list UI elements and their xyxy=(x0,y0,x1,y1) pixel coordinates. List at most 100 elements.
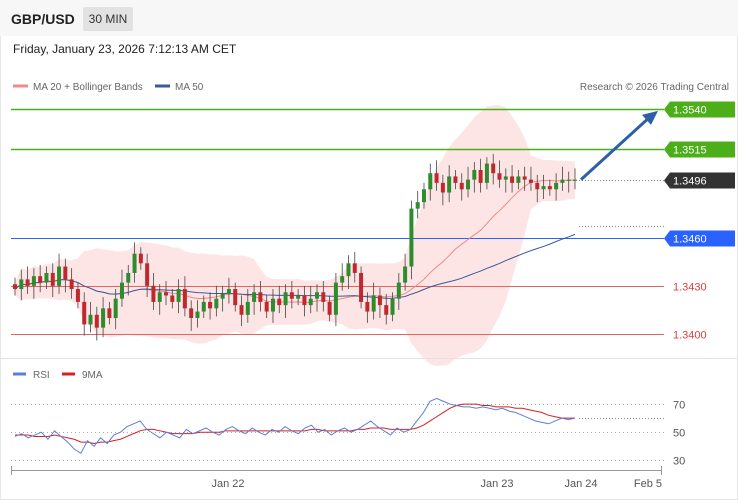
candle-body xyxy=(377,295,382,306)
candle-body xyxy=(63,266,68,280)
candle-body xyxy=(38,276,43,283)
candle-body xyxy=(170,295,175,302)
candle-body xyxy=(157,292,162,302)
candle-body xyxy=(321,292,326,302)
candle-body xyxy=(239,305,244,315)
level-label-1.3540: 1.3540 xyxy=(673,105,707,117)
candle-body xyxy=(145,263,150,286)
legend-ma50-swatch xyxy=(155,84,170,88)
candle-body xyxy=(566,179,571,181)
level-labels: 1.3540 1.3515 1.3496 1.3460 1.3430 1.3400 xyxy=(664,101,735,342)
candle-body xyxy=(182,289,187,309)
candle-body xyxy=(560,179,565,183)
candle-body xyxy=(201,301,206,312)
candle-body xyxy=(151,285,156,302)
candle-body xyxy=(396,282,401,299)
candle-body xyxy=(252,292,257,302)
candle-body xyxy=(13,284,17,290)
level-tag-1.3540 xyxy=(664,101,735,118)
candle-body xyxy=(415,202,420,209)
candle-body xyxy=(359,272,364,302)
candle-body xyxy=(75,289,80,302)
ma50-line xyxy=(14,233,576,299)
candle-body xyxy=(522,176,527,180)
candle-body xyxy=(340,276,345,283)
candle-body xyxy=(88,314,93,325)
candles xyxy=(13,110,658,341)
candle-body xyxy=(208,301,213,309)
candle-body xyxy=(107,308,112,318)
rsi-tick-50: 50 xyxy=(673,428,685,440)
candle-body xyxy=(421,189,426,203)
candle-body xyxy=(302,295,307,306)
candle-body xyxy=(19,279,24,290)
candle-body xyxy=(132,253,137,273)
candle-body xyxy=(516,176,521,183)
candle-body xyxy=(472,170,477,180)
legend-ma20-swatch xyxy=(13,84,28,88)
candle-body xyxy=(528,179,533,183)
candle-body xyxy=(428,173,433,190)
level-label-1.3460: 1.3460 xyxy=(673,234,707,246)
candle-body xyxy=(119,282,124,299)
x-tick-label: Jan 22 xyxy=(211,478,244,490)
candle-body xyxy=(315,292,320,299)
level-tag-1.3496 xyxy=(664,172,735,189)
candle-body xyxy=(214,298,219,309)
rsi-tick-70: 70 xyxy=(673,400,685,412)
rsi-tick-30: 30 xyxy=(673,456,685,468)
timeframe-badge[interactable]: 30 MIN xyxy=(83,7,133,31)
candle-body xyxy=(510,176,515,183)
candle-body xyxy=(44,272,49,283)
level-tag-1.3515 xyxy=(664,141,735,158)
legend-ma20-label: MA 20 + Bollinger Bands xyxy=(33,82,143,93)
candle-body xyxy=(541,186,546,190)
candle-body xyxy=(535,182,540,190)
candle-body xyxy=(434,173,439,183)
candle-body xyxy=(447,176,452,193)
candle-body xyxy=(352,263,357,273)
bollinger-bands xyxy=(15,105,575,367)
candle-body xyxy=(69,279,74,290)
candle-body xyxy=(277,298,282,306)
legend-rsi-ma-label: 9MA xyxy=(82,370,103,381)
candle-body xyxy=(101,308,106,328)
candle-body xyxy=(164,292,169,296)
main-legend: MA 20 + Bollinger Bands MA 50 Research ©… xyxy=(13,82,729,93)
candle-body xyxy=(371,295,376,312)
candle-body xyxy=(226,289,231,294)
rsi-panel: RSI 9MA 70 50 30 xyxy=(11,370,685,468)
candle-body xyxy=(327,301,332,315)
candle-body xyxy=(258,292,263,302)
candle-body xyxy=(365,301,370,312)
chart-header: GBP/USD 30 MIN xyxy=(0,0,738,36)
level-label-1.3515: 1.3515 xyxy=(673,145,707,157)
candle-body xyxy=(82,301,87,325)
legend-ma50-label: MA 50 xyxy=(175,82,204,93)
level-label-1.3400: 1.3400 xyxy=(673,330,707,342)
candle-body xyxy=(459,182,464,190)
legend-rsi-swatch xyxy=(13,372,26,376)
moving-averages xyxy=(14,179,576,304)
candle-body xyxy=(308,298,313,306)
candle-body xyxy=(296,295,301,299)
x-tick-label: Jan 24 xyxy=(564,478,597,490)
chart-datetime: Friday, January 23, 2026 7:12:13 AM CET xyxy=(13,42,237,56)
candle-body xyxy=(189,308,194,318)
candle-body xyxy=(195,311,200,318)
x-tick-label: Feb 5 xyxy=(634,478,662,490)
candle-body xyxy=(554,182,559,190)
candle-body xyxy=(94,314,99,328)
candle-body xyxy=(270,298,275,312)
candle-body xyxy=(346,263,351,277)
candle-body xyxy=(138,253,143,264)
rsi-ma-line xyxy=(15,403,575,444)
credit-text: Research © 2026 Trading Central xyxy=(580,82,729,93)
legend-rsi-label: RSI xyxy=(33,370,50,381)
level-label-1.3496: 1.3496 xyxy=(673,176,707,188)
candle-body xyxy=(440,182,445,193)
candle-body xyxy=(176,289,181,302)
candle-body xyxy=(25,279,30,286)
candle-body xyxy=(390,298,395,315)
candle-body xyxy=(409,208,414,267)
